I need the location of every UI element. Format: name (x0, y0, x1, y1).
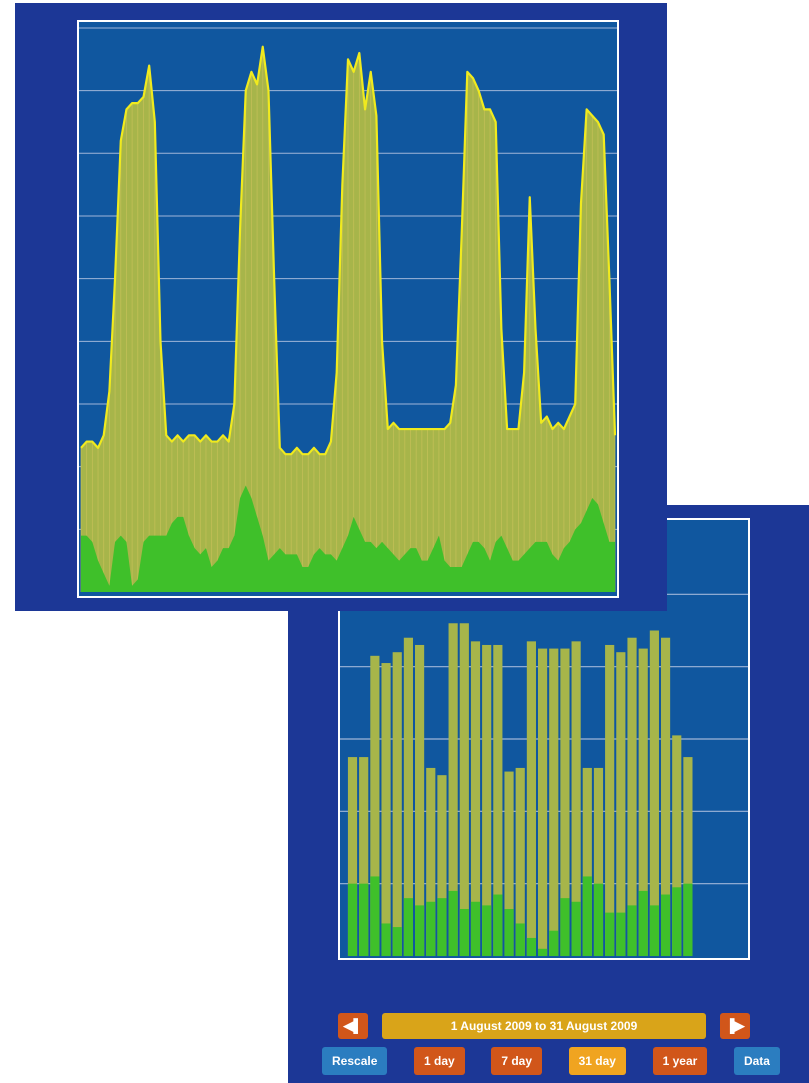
bar-total (493, 644, 503, 957)
previous-period-button[interactable]: ◀▌ (338, 1013, 368, 1039)
bar-base (627, 905, 637, 957)
bar-base (504, 908, 514, 957)
bar-base (582, 876, 592, 957)
bar-base (359, 883, 369, 957)
date-navigation: ◀▌ 1 August 2009 to 31 August 2009 ▐▶ (338, 1013, 750, 1039)
bar-base (660, 894, 671, 957)
weekly-area-chart (77, 20, 619, 598)
bar-base (347, 883, 358, 957)
bar-total (593, 767, 604, 957)
bar-total (672, 735, 682, 957)
bar-total (482, 644, 492, 957)
bar-base (593, 883, 604, 957)
bar-base (560, 898, 570, 957)
bar-total (616, 652, 626, 957)
weekly-chart-panel (15, 3, 667, 611)
bar-base (571, 901, 581, 957)
bar-base (672, 887, 682, 957)
bar-total (683, 757, 693, 957)
bar-total (649, 630, 659, 957)
bar-base (537, 948, 548, 957)
one-day-button[interactable]: 1 day (414, 1047, 465, 1075)
bar-total (605, 644, 615, 957)
period-toolbar: Rescale 1 day 7 day 31 day 1 year Data (322, 1047, 780, 1075)
seven-day-button[interactable]: 7 day (491, 1047, 542, 1075)
bar-total (437, 775, 447, 957)
bar-base (649, 905, 659, 957)
bar-base (605, 912, 615, 957)
rescale-button[interactable]: Rescale (322, 1047, 388, 1075)
bar-total (560, 648, 570, 957)
base-area (80, 485, 616, 593)
bar-total (571, 641, 581, 957)
thirty-one-day-button[interactable]: 31 day (568, 1047, 626, 1075)
bar-base (683, 883, 693, 957)
step-forward-icon: ▐▶ (725, 1018, 745, 1033)
bar-base (549, 930, 559, 957)
next-period-button[interactable]: ▐▶ (720, 1013, 750, 1039)
bar-total (515, 767, 525, 957)
bar-base (638, 890, 648, 957)
bar-base (448, 890, 458, 957)
bar-total (381, 663, 391, 957)
bar-total (638, 648, 648, 957)
bar-total (537, 648, 548, 957)
bar-base (515, 923, 525, 957)
total-line (80, 45, 617, 456)
date-range-label: 1 August 2009 to 31 August 2009 (382, 1013, 706, 1039)
bar-total (504, 771, 514, 957)
bar-total (426, 767, 436, 957)
bar-total (347, 757, 358, 957)
bar-total (582, 767, 592, 957)
bar-base (426, 901, 436, 957)
bar-base (415, 905, 425, 957)
bar-total (392, 652, 402, 957)
bar-total (448, 623, 458, 957)
bar-base (392, 927, 402, 957)
bar-base (459, 908, 469, 957)
bar-total (470, 641, 481, 957)
bar-base (437, 898, 447, 957)
bar-base (403, 898, 413, 957)
bar-total (415, 644, 425, 957)
bar-base (526, 937, 536, 957)
bar-total (403, 637, 413, 957)
bar-base (381, 923, 391, 957)
bar-total (549, 648, 559, 957)
bar-total (526, 641, 536, 957)
bar-base (370, 876, 380, 957)
bar-total (370, 655, 380, 957)
bar-total (459, 623, 469, 957)
bar-total (660, 637, 671, 957)
bar-base (616, 912, 626, 957)
step-back-icon: ◀▌ (343, 1018, 363, 1033)
weekly-area-chart-svg (79, 27, 617, 593)
bar-base (470, 901, 481, 957)
data-button[interactable]: Data (733, 1047, 780, 1075)
bar-total (359, 757, 369, 957)
bar-base (482, 905, 492, 957)
one-year-button[interactable]: 1 year (652, 1047, 708, 1075)
monthly-bar-chart-svg (340, 593, 748, 957)
bar-total (627, 637, 637, 957)
bar-base (493, 894, 503, 957)
